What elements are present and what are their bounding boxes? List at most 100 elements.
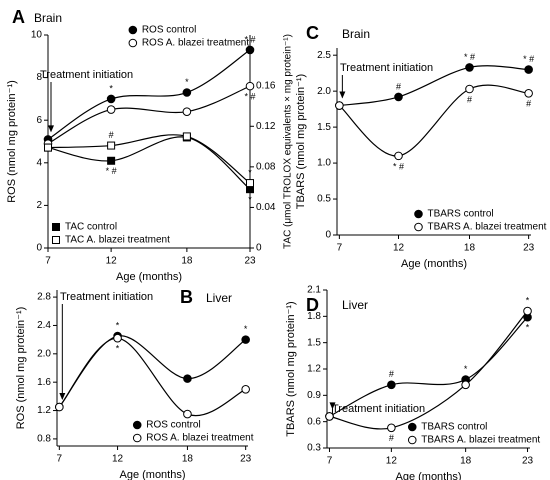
y-tick-label: 2.1 <box>307 285 321 296</box>
significance-label: # <box>526 99 531 109</box>
y2-tick-label: 0.16 <box>256 80 276 91</box>
point <box>106 94 116 104</box>
series-line <box>338 84 529 157</box>
y2-tick-label: 0.04 <box>256 202 276 213</box>
point <box>241 384 250 394</box>
y-axis-label: TBARS (nmol mg protein⁻¹) <box>285 301 297 436</box>
y-tick-label: 1.6 <box>37 377 51 388</box>
x-tick-label: 23 <box>244 256 256 267</box>
point <box>524 89 533 98</box>
point <box>183 374 192 383</box>
panel-letter: C <box>306 23 319 43</box>
significance-label: # <box>389 369 394 379</box>
x-tick-label: 12 <box>393 243 405 254</box>
panel-letter: B <box>180 287 193 307</box>
significance-label: * # <box>393 161 404 171</box>
y2-tick-label: 0.08 <box>256 161 276 172</box>
legend-label: ROS A. blazei treatment <box>142 38 249 49</box>
significance-label: * # <box>523 54 534 64</box>
point <box>113 333 122 343</box>
x-axis-label: Age (months) <box>401 258 467 270</box>
panel-title: Liver <box>206 291 232 305</box>
series-line <box>47 85 251 145</box>
y-tick-label: 1.5 <box>317 122 331 133</box>
panel-letter: A <box>12 7 25 27</box>
legend-label: ROS control <box>146 420 200 431</box>
legend-marker <box>407 422 417 432</box>
y-tick-label: 0 <box>325 230 331 241</box>
point <box>182 132 191 141</box>
point <box>245 81 255 91</box>
legend-marker <box>52 223 60 231</box>
y-tick-label: 6 <box>36 115 42 126</box>
series-line <box>47 136 251 190</box>
y-axis-label: ROS (nmol mg protein⁻¹) <box>15 307 27 430</box>
point <box>44 143 52 152</box>
x-tick-label: 23 <box>522 456 534 467</box>
x-tick-label: 7 <box>327 456 333 467</box>
significance-label: * <box>526 323 530 333</box>
y-tick-label: 8 <box>36 72 42 83</box>
annotation: Treatment initiation <box>340 62 433 74</box>
significance-label: * <box>116 320 120 330</box>
panel-title: Brain <box>34 11 62 25</box>
y-tick-label: 1.0 <box>317 158 331 169</box>
series-line <box>329 310 528 430</box>
point <box>107 141 116 150</box>
x-tick-label: 12 <box>112 454 124 465</box>
series-line <box>329 316 528 417</box>
significance-label: * <box>116 344 120 354</box>
annotation: Treatment initiation <box>332 403 425 415</box>
legend-label: TBARS control <box>421 422 487 433</box>
significance-label: * <box>109 83 113 93</box>
arrow-head <box>59 393 66 400</box>
point <box>107 156 116 165</box>
significance-label: # <box>467 94 472 104</box>
significance-label: * # <box>464 52 475 62</box>
significance-label: # <box>389 433 394 443</box>
series-line <box>58 335 247 408</box>
x-tick-label: 18 <box>181 256 193 267</box>
significance-label: * <box>244 324 248 334</box>
legend-label: TBARS A. blazei treatment <box>421 435 540 446</box>
x-axis-label: Age (months) <box>116 271 182 283</box>
x-tick-label: 12 <box>386 456 398 467</box>
y2-tick-label: 0.12 <box>256 121 276 132</box>
series-line <box>58 337 246 417</box>
legend-label: ROS A. blazei treatment <box>146 433 253 444</box>
series-line <box>339 65 529 107</box>
y-tick-label: 1.8 <box>307 311 321 322</box>
x-tick-label: 23 <box>240 454 252 465</box>
panel-title: Brain <box>342 27 370 41</box>
point <box>465 63 474 72</box>
x-tick-label: 7 <box>337 243 343 254</box>
series-line <box>47 49 251 140</box>
legend-marker <box>128 38 138 48</box>
significance-label: # <box>109 130 114 140</box>
annotation: Treatment initiation <box>40 69 133 81</box>
y-tick-label: 0.9 <box>307 390 321 401</box>
x-tick-label: 18 <box>464 243 476 254</box>
y-tick-label: 0.8 <box>37 434 51 445</box>
legend-marker <box>132 420 142 430</box>
x-axis-label: Age (months) <box>395 471 461 480</box>
y2-axis-label: TAC (μmol TROLOX equivalents × mg protei… <box>283 34 294 249</box>
y-tick-label: 2.0 <box>37 348 51 359</box>
legend-label: TAC control <box>65 222 117 233</box>
legend-marker <box>128 25 138 35</box>
point <box>465 84 474 94</box>
y-tick-label: 10 <box>31 30 43 41</box>
point <box>183 409 192 419</box>
panel-letter: D <box>306 295 319 315</box>
point <box>335 101 344 110</box>
point <box>182 107 192 116</box>
legend-label: ROS control <box>142 25 196 36</box>
x-tick-label: 18 <box>460 456 472 467</box>
y-tick-label: 0.3 <box>307 443 321 454</box>
y-tick-label: 2.4 <box>37 320 51 331</box>
point <box>246 179 254 188</box>
point <box>523 306 532 316</box>
x-tick-label: 12 <box>106 256 118 267</box>
y-tick-label: 0.5 <box>317 194 331 205</box>
